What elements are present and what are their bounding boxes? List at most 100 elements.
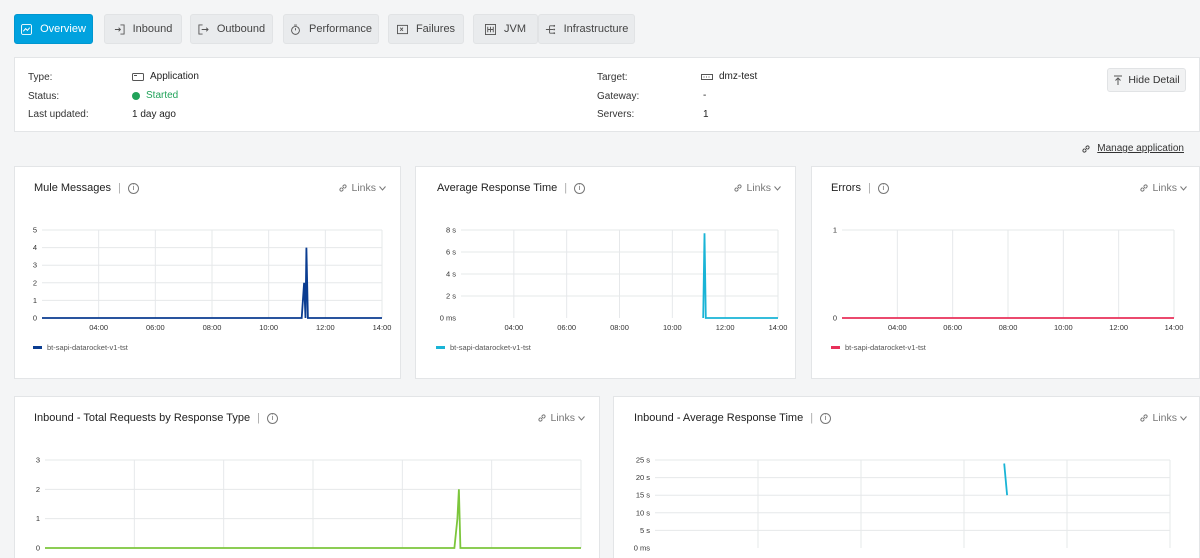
link-icon [1082,144,1090,153]
y-tick-label: 1 [833,226,837,235]
info-icon[interactable]: i [820,412,832,424]
chevron-down-icon [578,415,585,421]
status-value: Started [132,90,178,101]
inbound-average-response-time-card: Inbound - Average Response Time | i Links… [613,396,1200,558]
legend-label: bt-sapi-datarocket-v1-tst [47,343,128,352]
servers-label: Servers: [597,109,635,120]
inbound-icon [114,23,125,35]
card-title-text: Inbound - Total Requests by Response Typ… [34,412,251,424]
card-title-text: Average Response Time [437,182,558,194]
links-label: Links [746,182,771,194]
jvm-icon [485,23,496,35]
y-tick-label: 0 ms [440,314,457,323]
chevron-down-icon [1180,415,1187,421]
stopwatch-icon [291,24,300,35]
tab-overview[interactable]: Overview [14,14,93,44]
y-tick-label: 3 [36,456,40,465]
infrastructure-icon [545,24,555,34]
card-title-text: Inbound - Average Response Time [634,412,804,424]
chevron-down-icon [379,185,386,191]
card-title-text: Mule Messages [34,182,112,194]
series-line [702,233,778,319]
tab-infrastructure[interactable]: Infrastructure [538,14,635,44]
failures-icon [396,24,408,34]
hide-detail-button[interactable]: Hide Detail [1107,68,1186,92]
x-tick-label: 10:00 [259,323,278,332]
y-tick-label: 1 [36,514,40,523]
tab-label: Outbound [216,23,266,35]
tab-inbound[interactable]: Inbound [104,14,182,44]
y-tick-label: 15 s [636,491,650,500]
target-label: Target: [597,72,628,83]
mule-messages-card: Mule Messages | i Links 0 1 2 3 4 5 04:00 06:00 0… [14,166,401,379]
card-title: Inbound - Total Requests by Response Typ… [34,412,278,424]
series-line [1003,463,1008,496]
y-tick-label: 1 [33,296,37,305]
y-tick-label: 0 [833,314,837,323]
tab-label: Inbound [132,23,173,35]
y-tick-label: 6 s [446,248,456,257]
x-tick-label: 06:00 [943,323,962,332]
links-dropdown[interactable]: Links [537,412,585,424]
outbound-icon [198,23,209,35]
link-icon [1140,414,1149,422]
y-tick-label: 25 s [636,456,650,465]
chart-legend: bt-sapi-datarocket-v1-tst [33,343,128,352]
y-tick-label: 2 [36,485,40,494]
card-title: Errors | i [831,182,889,194]
info-icon[interactable]: i [127,182,139,194]
info-icon[interactable]: i [574,182,586,194]
gateway-value: - [703,90,707,101]
x-tick-label: 08:00 [203,323,222,332]
status-value-text: Started [146,90,179,101]
chart-legend: bt-sapi-datarocket-v1-tst [436,343,531,352]
y-tick-label: 0 [36,544,40,553]
legend-swatch [831,346,840,349]
tab-label: Infrastructure [563,23,629,35]
y-tick-label: 2 [33,278,37,287]
hide-detail-label: Hide Detail [1128,74,1180,86]
x-tick-label: 12:00 [316,323,335,332]
info-icon[interactable]: i [266,412,278,424]
mule-messages-chart: 0 1 2 3 4 5 04:00 06:00 08:00 10:00 12:00 14:00 [33,226,392,333]
manage-application-link[interactable]: Manage application [1081,143,1184,154]
server-icon [701,73,713,80]
links-dropdown[interactable]: Links [1139,412,1187,424]
legend-swatch [436,346,445,349]
tab-performance[interactable]: Performance [283,14,379,44]
links-label: Links [1152,412,1177,424]
y-tick-label: 5 [33,226,37,235]
inbound-total-requests-chart: 0 1 2 3 [36,456,582,553]
y-tick-label: 4 [33,243,37,252]
legend-swatch [33,346,42,349]
links-dropdown[interactable]: Links [733,182,781,194]
chevron-down-icon [1180,185,1187,191]
tab-jvm[interactable]: JVM [473,14,538,44]
card-title: Average Response Time | i [437,182,586,194]
info-icon[interactable]: i [877,182,889,194]
x-tick-label: 04:00 [504,323,523,332]
x-tick-label: 12:00 [716,323,735,332]
legend-label: bt-sapi-datarocket-v1-tst [845,343,926,352]
x-tick-label: 14:00 [1165,323,1184,332]
link-icon [734,184,743,192]
links-dropdown[interactable]: Links [338,182,386,194]
links-label: Links [550,412,575,424]
y-tick-label: 5 s [640,526,650,535]
links-label: Links [351,182,376,194]
collapse-up-icon [1114,75,1123,85]
x-tick-label: 14:00 [373,323,392,332]
status-label: Status: [28,91,60,102]
x-tick-label: 14:00 [769,323,788,332]
x-tick-label: 04:00 [89,323,108,332]
errors-card: Errors | i Links 0 1 04:00 06:00 08:00 10:00 12… [811,166,1200,379]
tab-label: Performance [309,23,372,35]
y-tick-label: 20 s [636,473,650,482]
errors-chart: 0 1 04:00 06:00 08:00 10:00 12:00 14:00 [833,226,1184,333]
y-tick-label: 0 ms [634,544,651,553]
links-dropdown[interactable]: Links [1139,182,1187,194]
tab-failures[interactable]: Failures [388,14,464,44]
tab-outbound[interactable]: Outbound [190,14,273,44]
application-detail-panel: Type: Application Status: Started Last u… [14,57,1200,132]
average-response-time-chart: 0 ms 2 s 4 s 6 s 8 s 04:00 06:00 08:00 10:00 12:0… [440,226,788,333]
